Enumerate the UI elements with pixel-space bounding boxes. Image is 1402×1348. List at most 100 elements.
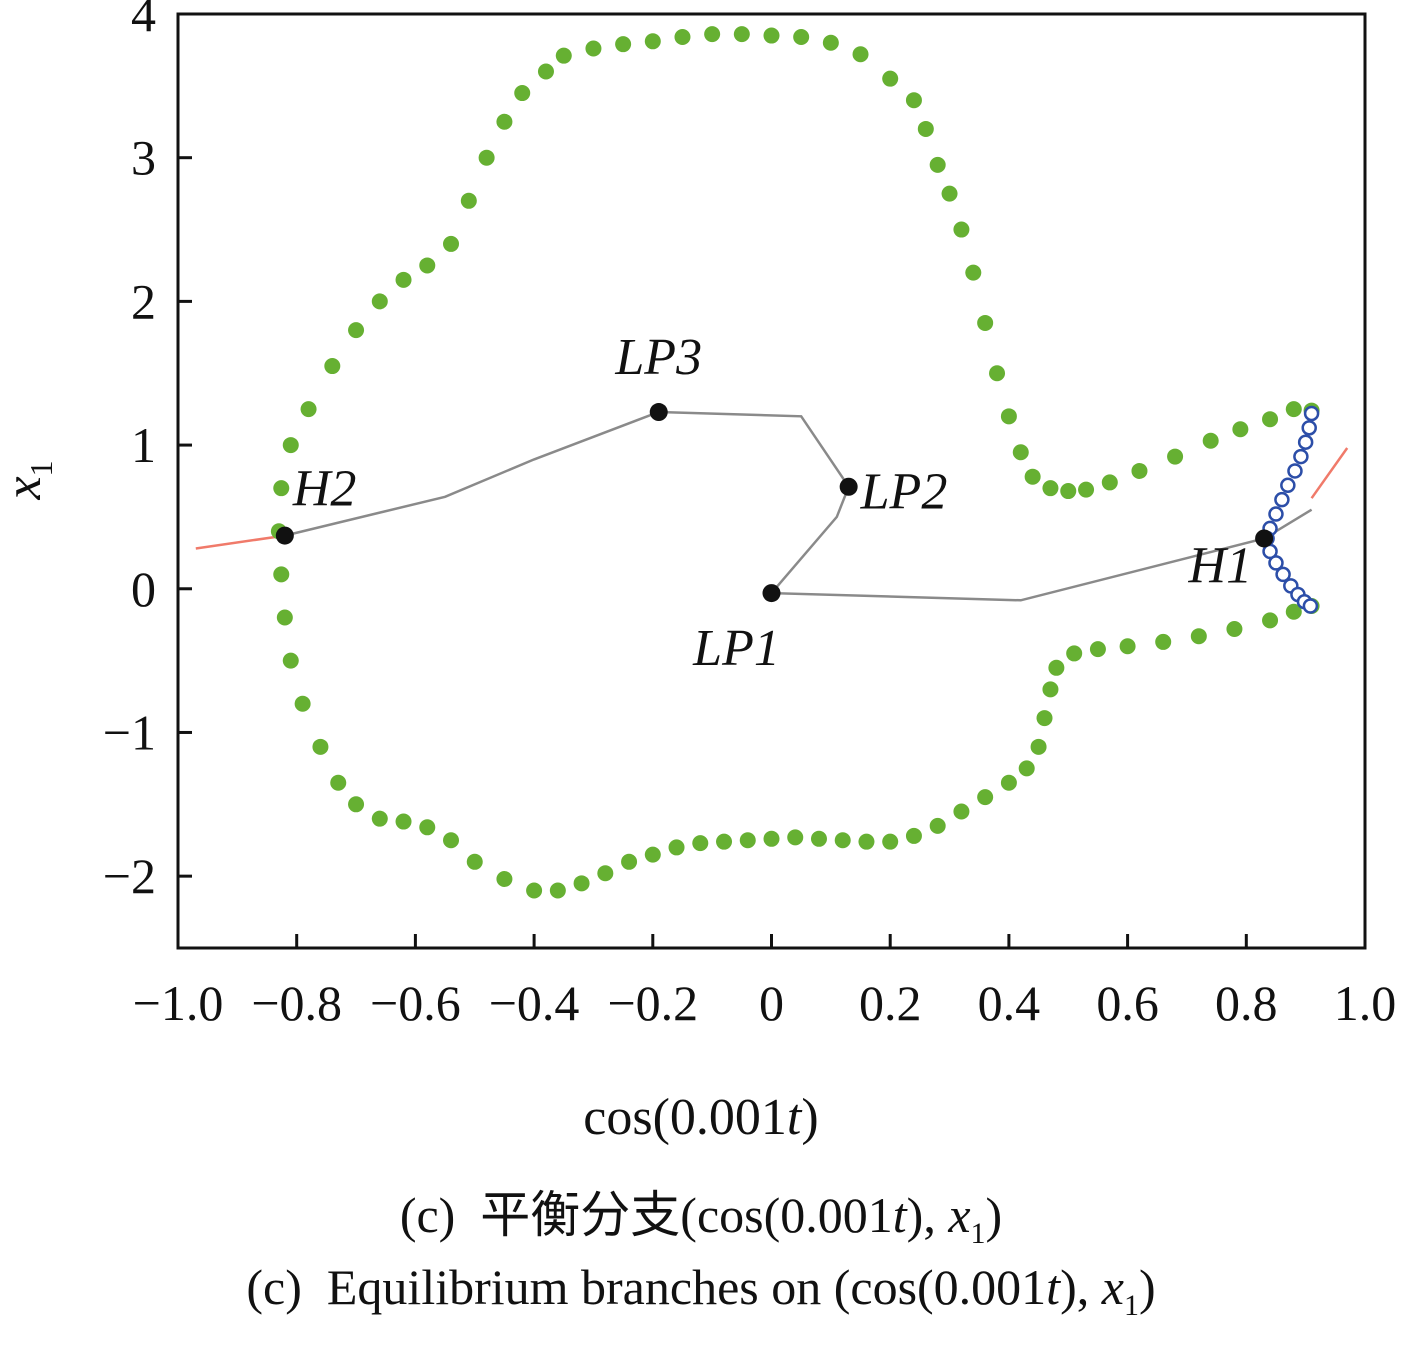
bifurcation-point-h2 xyxy=(275,526,294,545)
periodic-branch-point xyxy=(443,235,460,252)
periodic-branch-point xyxy=(282,437,299,454)
labels-layer: −1.0 −0.8 −0.6 −0.4 −0.2 0 0.2 0.4 0.6 0.8 1.0 4 3 2 1… xyxy=(103,0,1396,1031)
caption-english: (c) Equilibrium branches on (cos(0.001t)… xyxy=(246,1259,1156,1322)
hopf-arc-point xyxy=(1302,598,1319,614)
periodic-branch-point xyxy=(1202,432,1219,449)
periodic-branch-point xyxy=(273,566,290,583)
x-tick-label: 0 xyxy=(759,975,784,1031)
series-layer xyxy=(195,26,1349,899)
periodic-branch-point xyxy=(704,26,721,43)
periodic-branch-point xyxy=(1131,462,1148,479)
periodic-branch-point xyxy=(674,28,691,45)
unstable-tail-right xyxy=(1310,447,1349,499)
periodic-branch-point xyxy=(1101,474,1118,491)
periodic-branch-point xyxy=(1000,408,1017,425)
periodic-branch-point xyxy=(1018,760,1035,777)
periodic-branch-point xyxy=(644,846,661,863)
equilibrium-curve xyxy=(284,410,1313,602)
periodic-branch-point xyxy=(597,865,614,882)
periodic-branch-point xyxy=(1190,628,1207,645)
periodic-branch-point xyxy=(324,358,341,375)
periodic-branch-point xyxy=(977,789,994,806)
periodic-branch-point xyxy=(1042,480,1059,497)
periodic-branch-point xyxy=(917,120,934,137)
x-tick-label: −1.0 xyxy=(133,975,224,1031)
hopf-arc-point xyxy=(1287,463,1303,479)
periodic-branch-point xyxy=(1000,774,1017,791)
hopf-arc-point xyxy=(1303,405,1320,422)
periodic-branch-point xyxy=(733,26,750,43)
bifurcation-point-lp1 xyxy=(762,584,781,603)
periodic-branch-point xyxy=(989,365,1006,382)
y-tick-label: 0 xyxy=(131,561,156,617)
periodic-branch-point xyxy=(793,28,810,45)
periodic-branch-point xyxy=(1232,421,1249,438)
periodic-branch-point xyxy=(573,875,590,892)
periodic-branch-point xyxy=(1048,659,1065,676)
hopf-arc-point xyxy=(1293,448,1309,465)
hopf-arc-point xyxy=(1268,555,1284,571)
periodic-branch-point xyxy=(905,827,922,844)
periodic-branch-point xyxy=(282,652,299,669)
periodic-branch-point xyxy=(615,36,632,53)
hopf-arc-point xyxy=(1275,566,1291,583)
hopf-arc-point xyxy=(1280,477,1296,494)
x-tick-label: 0.8 xyxy=(1215,975,1278,1031)
periodic-branch-point xyxy=(905,92,922,109)
periodic-branch-point xyxy=(1036,710,1053,727)
periodic-branch-point xyxy=(460,192,477,209)
bifurcation-point-lp3 xyxy=(649,403,668,422)
periodic-branch-point xyxy=(478,149,495,166)
y-tick-label: −1 xyxy=(103,704,156,760)
periodic-branch-point xyxy=(977,314,994,331)
periodic-branch-point xyxy=(941,185,958,202)
periodic-branch-point xyxy=(1155,633,1172,650)
periodic-branch-point xyxy=(810,830,827,847)
periodic-branch-point xyxy=(1262,411,1279,428)
x-tick-label: 0.4 xyxy=(978,975,1041,1031)
periodic-branch-point xyxy=(822,34,839,51)
periodic-branch-point xyxy=(496,871,513,888)
periodic-branch-point xyxy=(549,882,566,899)
bifurcation-point-h1 xyxy=(1255,529,1274,548)
caption-chinese: (c) 平衡分支(cos(0.001t), x1) xyxy=(399,1187,1003,1250)
periodic-branch-point xyxy=(763,830,780,847)
x-tick-label: −0.2 xyxy=(607,975,698,1031)
bifurcation-label-lp2: LP2 xyxy=(860,464,948,521)
unstable-tail-left xyxy=(195,534,285,550)
x-tick-label: −0.4 xyxy=(489,975,580,1031)
hopf-arc-point xyxy=(1274,491,1290,508)
periodic-branch-point xyxy=(537,63,554,80)
periodic-branch-point xyxy=(668,839,685,856)
x-tick-label: 0.2 xyxy=(859,975,922,1031)
periodic-branch-point xyxy=(348,796,365,813)
y-tick-label: 1 xyxy=(131,417,156,473)
hopf-arc-point xyxy=(1301,420,1317,436)
periodic-branch-point xyxy=(294,695,311,712)
periodic-branch-point xyxy=(1030,738,1047,755)
periodic-branch-point xyxy=(395,813,412,830)
periodic-branch-point xyxy=(1024,468,1041,485)
periodic-branch-point xyxy=(419,819,436,836)
periodic-branch-point xyxy=(514,85,531,102)
periodic-branch-point xyxy=(276,609,293,626)
periodic-branch-point xyxy=(1226,621,1243,638)
periodic-branch-point xyxy=(300,401,317,418)
y-tick-label: 4 xyxy=(131,0,156,42)
y-axis-label: x1 xyxy=(0,460,59,500)
periodic-branch-point xyxy=(1060,483,1077,500)
periodic-branch-point xyxy=(1078,481,1095,498)
periodic-branch-point xyxy=(1042,681,1059,698)
periodic-branch-point xyxy=(929,817,946,834)
periodic-branch-point xyxy=(716,833,733,850)
periodic-branch-point xyxy=(739,832,756,849)
periodic-branch-point xyxy=(1066,645,1083,662)
periodic-branch-point xyxy=(348,322,365,339)
periodic-branch-point xyxy=(466,853,483,870)
periodic-branch-point xyxy=(496,113,513,130)
periodic-branch-point xyxy=(1262,612,1279,629)
periodic-branch-point xyxy=(1285,603,1302,620)
hopf-arc-point xyxy=(1268,506,1284,522)
axes xyxy=(176,12,1367,950)
periodic-branch-point xyxy=(852,46,869,63)
